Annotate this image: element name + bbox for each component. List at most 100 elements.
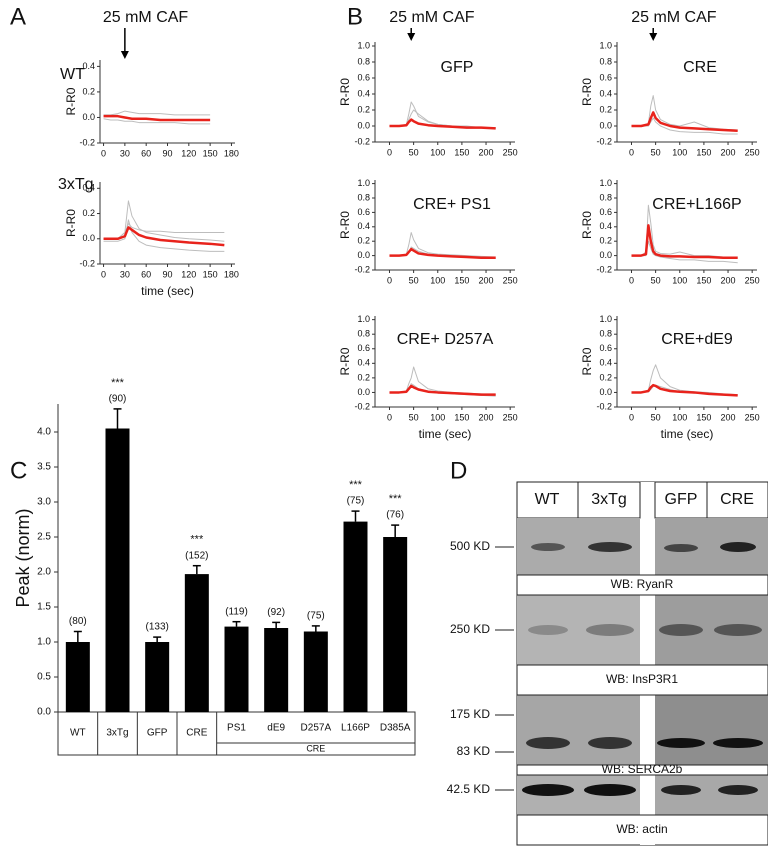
gel-strip <box>655 695 768 765</box>
x-tick-label: 250 <box>745 412 760 422</box>
x-tick-label: 3xTg <box>106 728 128 739</box>
x-tick-label: 150 <box>454 147 469 157</box>
y-axis-label: R-R0 <box>338 211 352 239</box>
chart-title: CRE+L166P <box>652 196 741 213</box>
x-tick-label: 200 <box>479 412 494 422</box>
y-tick-label: -0.2 <box>596 401 612 411</box>
gel-strip <box>655 775 768 815</box>
y-tick-label: -0.2 <box>596 264 612 274</box>
panel-label: B <box>347 3 363 30</box>
trace <box>389 247 496 260</box>
trace <box>631 117 738 135</box>
y-axis-label: R-R0 <box>338 347 352 375</box>
x-tick-label: CRE <box>186 728 207 739</box>
band <box>720 542 756 552</box>
chart-title: CRE+dE9 <box>661 331 733 348</box>
size-marker: 42.5 KD <box>447 782 491 796</box>
y-tick-label: 0.0 <box>599 250 612 260</box>
x-tick-label: 50 <box>409 275 419 285</box>
x-axis-label: time (sec) <box>141 284 194 298</box>
bar <box>145 642 170 712</box>
x-tick-label: 0 <box>387 275 392 285</box>
x-tick-label: 250 <box>503 275 518 285</box>
y-tick-label: 0.6 <box>599 343 612 353</box>
x-tick-label: 150 <box>454 275 469 285</box>
x-tick-label: 200 <box>721 412 736 422</box>
lane-gap <box>640 482 655 845</box>
x-tick-label: 0 <box>629 147 634 157</box>
y-tick-label: 0.4 <box>357 88 370 98</box>
y-tick-label: 0.8 <box>357 56 370 66</box>
y-axis-label: R-R0 <box>64 209 78 237</box>
y-tick-label: 0.4 <box>82 61 95 71</box>
y-tick-label: 0.2 <box>82 86 95 96</box>
n-label: (75) <box>347 496 365 507</box>
y-tick-label: 0.0 <box>357 120 370 130</box>
x-tick-label: 180 <box>224 269 239 279</box>
n-label: (76) <box>386 510 404 521</box>
trace <box>389 118 496 130</box>
blot-caption: WB: InsP3R1 <box>606 672 678 686</box>
western-blot: WT 3xTg GFP CRE WB: RyanR <box>447 481 768 846</box>
x-tick-label: dE9 <box>267 723 285 734</box>
x-tick-label: 150 <box>696 412 711 422</box>
x-tick-label: 150 <box>454 412 469 422</box>
trace <box>631 383 738 397</box>
x-tick-label: 180 <box>224 148 239 158</box>
x-tick-label: 50 <box>651 412 661 422</box>
n-label: (80) <box>69 616 87 627</box>
x-axis-label: time (sec) <box>661 427 714 441</box>
band <box>659 624 703 636</box>
y-tick-label: 1.0 <box>357 40 370 50</box>
y-tick-label: 0.0 <box>599 387 612 397</box>
y-tick-label: -0.2 <box>596 136 612 146</box>
band <box>522 784 574 796</box>
lane-label: CRE <box>720 491 754 508</box>
y-tick-label: 0.2 <box>357 236 370 246</box>
y-tick-label: 2.0 <box>37 567 51 578</box>
x-tick-label: 150 <box>203 148 218 158</box>
y-tick-label: 1.0 <box>357 178 370 188</box>
annotation: 25 mM CAF <box>103 9 189 26</box>
y-tick-label: 0.6 <box>357 207 370 217</box>
chart-title: CRE <box>683 59 717 76</box>
y-axis-label: R-R0 <box>580 347 594 375</box>
y-tick-label: 0.0 <box>357 250 370 260</box>
band <box>586 624 634 636</box>
y-tick-label: 1.0 <box>599 178 612 188</box>
panel-label: A <box>10 3 26 30</box>
y-tick-label: 0.5 <box>37 672 51 683</box>
bar <box>264 628 289 712</box>
chart-title: WT <box>60 66 85 83</box>
panel-label: D <box>450 457 467 484</box>
y-tick-label: 0.8 <box>357 192 370 202</box>
x-tick-label: L166P <box>341 723 370 734</box>
x-tick-label: 0 <box>387 412 392 422</box>
bar <box>343 521 368 712</box>
x-tick-label: 50 <box>651 147 661 157</box>
trace <box>103 110 211 116</box>
n-label: (75) <box>307 611 325 622</box>
x-tick-label: 50 <box>651 275 661 285</box>
significance: *** <box>111 377 125 389</box>
trace <box>103 118 211 125</box>
trace <box>103 226 225 247</box>
y-tick-label: 0.8 <box>357 329 370 339</box>
blot-caption: WB: SERCA2b <box>602 762 683 776</box>
x-tick-label: 50 <box>409 147 419 157</box>
y-axis-label: R-R0 <box>338 78 352 106</box>
significance: *** <box>349 479 363 491</box>
x-tick-label: 250 <box>745 275 760 285</box>
x-tick-label: 120 <box>181 269 196 279</box>
size-marker: 250 KD <box>450 622 490 636</box>
significance: *** <box>190 534 204 546</box>
x-tick-label: 250 <box>503 147 518 157</box>
size-marker: 83 KD <box>457 744 491 758</box>
y-tick-label: 0.4 <box>82 183 95 193</box>
y-tick-label: 0.6 <box>599 72 612 82</box>
x-tick-label: 100 <box>672 412 687 422</box>
y-tick-label: 1.0 <box>357 314 370 324</box>
trace <box>631 224 738 260</box>
x-tick-label: 100 <box>430 412 445 422</box>
blot-caption: WB: actin <box>616 822 667 836</box>
